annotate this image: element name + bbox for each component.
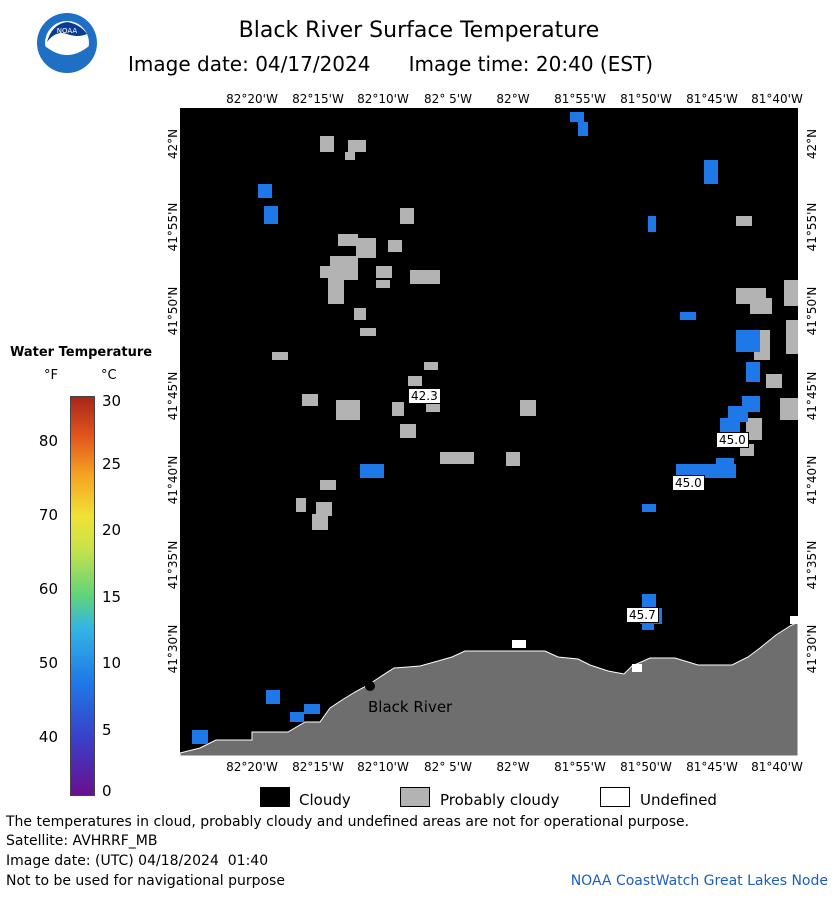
legend-unit-f: °F	[44, 368, 58, 383]
disclaimer-text: The temperatures in cloud, probably clou…	[6, 814, 690, 830]
lat-tick-label: 41°55'N	[805, 202, 819, 252]
lat-tick-label: 41°30'N	[805, 624, 819, 674]
undefined-swatch	[600, 787, 630, 807]
lat-tick-label: 41°50'N	[166, 286, 180, 336]
temperature-label: 45.0	[716, 432, 749, 448]
lon-tick-label: 81°40'W	[751, 92, 803, 106]
lat-tick-label: 41°40'N	[166, 455, 180, 505]
image-date: Image date: 04/17/2024	[128, 52, 371, 76]
probably-cloudy-label: Probably cloudy	[440, 791, 560, 809]
temperature-label: 45.0	[672, 475, 705, 491]
lat-tick-label: 41°35'N	[805, 540, 819, 590]
lon-tick-label: 82°W	[496, 92, 530, 106]
lat-tick-label: 41°50'N	[805, 286, 819, 336]
lon-tick-label: 81°50'W	[620, 760, 672, 774]
c-tick: 0	[102, 782, 112, 800]
noaa-logo: NOAA	[36, 12, 98, 74]
temperature-colorbar	[70, 396, 95, 796]
legend-title: Water Temperature	[10, 345, 153, 360]
image-datetime: Image date: 04/17/2024 Image time: 20:40…	[128, 52, 653, 76]
lon-tick-label: 82°20'W	[226, 92, 278, 106]
f-tick: 60	[38, 580, 58, 598]
place-label: Black River	[368, 698, 453, 716]
undefined-patch	[790, 616, 798, 624]
cloudy-label: Cloudy	[299, 791, 351, 809]
f-tick: 80	[38, 432, 58, 450]
water-temperature-pixels	[192, 112, 760, 744]
lat-tick-label: 42°N	[166, 128, 180, 160]
c-tick: 30	[102, 392, 122, 410]
lat-tick-label: 41°35'N	[166, 540, 180, 590]
temperature-label: 42.3	[408, 388, 441, 404]
lon-tick-label: 81°55'W	[554, 92, 606, 106]
lat-tick-label: 41°30'N	[166, 624, 180, 674]
cloudy-swatch	[260, 787, 290, 807]
utc-date-text: Image date: (UTC) 04/18/2024 01:40	[6, 853, 269, 869]
svg-text:NOAA: NOAA	[57, 27, 78, 35]
f-tick: 70	[38, 506, 58, 524]
satellite-text: Satellite: AVHRRF_MB	[6, 833, 158, 849]
lon-tick-label: 81°45'W	[686, 760, 738, 774]
lat-tick-label: 42°N	[805, 128, 819, 160]
temperature-label: 45.7	[626, 607, 659, 623]
lon-tick-label: 82°10'W	[357, 760, 409, 774]
lat-tick-label: 41°45'N	[166, 371, 180, 421]
black-river-marker	[365, 681, 375, 691]
c-tick: 20	[102, 521, 122, 539]
lon-tick-label: 81°55'W	[554, 760, 606, 774]
lat-tick-label: 41°55'N	[166, 202, 180, 252]
lon-tick-label: 81°50'W	[620, 92, 672, 106]
lon-tick-label: 82°15'W	[292, 760, 344, 774]
lon-tick-label: 82° 5'W	[424, 760, 472, 774]
lon-tick-label: 82°15'W	[292, 92, 344, 106]
f-tick: 40	[38, 728, 58, 746]
lon-tick-label: 82° 5'W	[424, 92, 472, 106]
land-area	[180, 621, 798, 756]
legend-unit-c: °C	[101, 368, 117, 383]
page-title: Black River Surface Temperature	[238, 18, 600, 43]
temperature-map: Black River 42.3 45.0 45.0 45.7	[180, 108, 798, 756]
image-time: Image time: 20:40 (EST)	[408, 52, 654, 76]
credit-text: NOAA CoastWatch Great Lakes Node	[570, 873, 828, 889]
undefined-label: Undefined	[640, 791, 717, 809]
c-tick: 25	[102, 455, 122, 473]
probably-cloudy-swatch	[400, 787, 430, 807]
lon-tick-label: 82°20'W	[226, 760, 278, 774]
undefined-patch	[512, 640, 526, 648]
c-tick: 15	[102, 588, 122, 606]
lon-tick-label: 81°45'W	[686, 92, 738, 106]
c-tick: 5	[102, 721, 112, 739]
f-tick: 50	[38, 654, 58, 672]
lat-tick-label: 41°40'N	[805, 455, 819, 505]
lat-tick-label: 41°45'N	[805, 371, 819, 421]
c-tick: 10	[102, 654, 122, 672]
navigation-warning: Not to be used for navigational purpose	[6, 873, 285, 889]
lon-tick-label: 81°40'W	[751, 760, 803, 774]
undefined-patch	[632, 664, 642, 672]
lon-tick-label: 82°W	[496, 760, 530, 774]
lon-tick-label: 82°10'W	[357, 92, 409, 106]
